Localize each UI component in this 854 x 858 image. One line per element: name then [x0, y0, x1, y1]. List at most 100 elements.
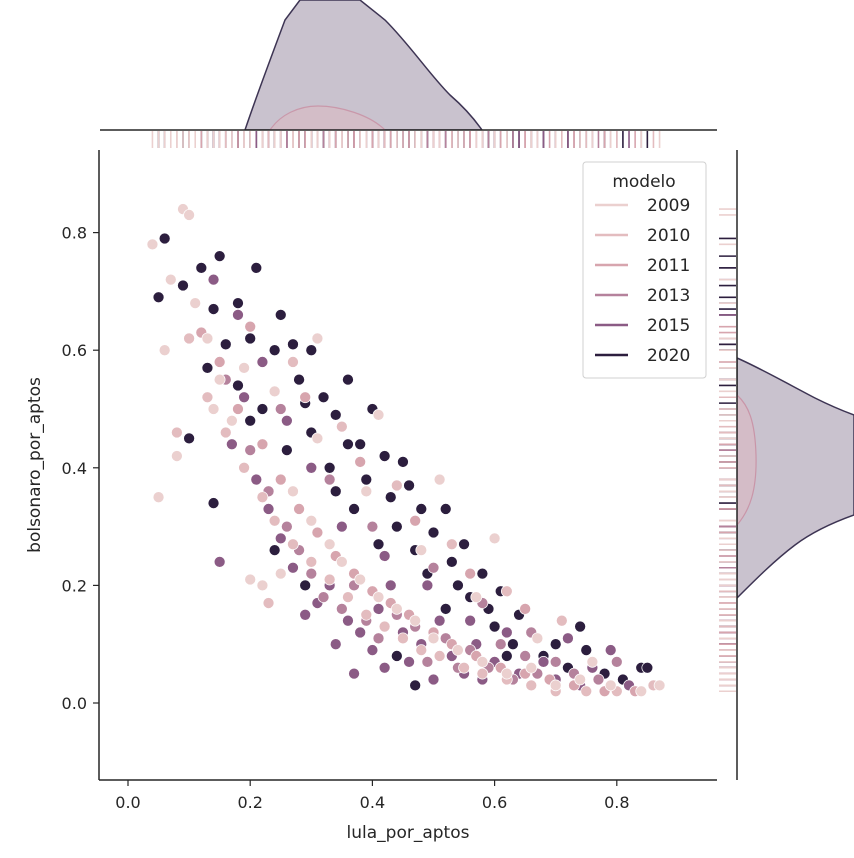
scatter-point-2015 [213, 556, 226, 568]
scatter-point-2009 [635, 685, 648, 698]
scatter-point-2015 [421, 579, 434, 592]
scatter-point-2011 [274, 473, 287, 486]
scatter-point-2009 [183, 209, 195, 221]
scatter-point-2020 [574, 620, 586, 633]
scatter-point-2009 [244, 573, 257, 586]
scatter-point-2010 [525, 679, 538, 692]
scatter-point-2010 [305, 556, 318, 568]
scatter-point-2011 [299, 391, 312, 404]
legend-title: modelo [612, 172, 675, 192]
scatter-point-2010 [287, 538, 299, 551]
scatter-point-2009 [323, 538, 336, 551]
scatter-point-2013 [494, 638, 507, 651]
scatter-point-2013 [281, 520, 293, 533]
scatter-point-2010 [219, 426, 232, 439]
scatter-point-2015 [604, 644, 617, 656]
scatter-point-2013 [244, 444, 257, 457]
scatter-point-2020 [207, 497, 220, 509]
x-ticks: 0.0 0.2 0.4 0.6 0.8 [115, 780, 630, 812]
scatter-point-2010 [268, 514, 281, 527]
scatter-point-2020 [329, 485, 342, 498]
scatter-point-2015 [287, 561, 299, 574]
scatter-points [146, 203, 666, 698]
x-tick-label: 0.6 [482, 793, 507, 812]
scatter-point-2020 [488, 620, 501, 633]
scatter-point-2015 [372, 603, 385, 615]
scatter-point-2015 [281, 414, 293, 427]
scatter-point-2015 [305, 461, 318, 474]
x-axis-label: lula_por_aptos [347, 823, 470, 843]
scatter-point-2015 [378, 661, 391, 674]
scatter-point-2013 [519, 650, 532, 662]
x-tick-label: 0.4 [360, 793, 385, 812]
scatter-point-2009 [305, 514, 318, 527]
scatter-point-2009 [146, 238, 159, 251]
top-kde-inner [269, 105, 386, 130]
scatter-point-2020 [403, 479, 415, 492]
legend-label-2013: 2013 [647, 286, 690, 306]
scatter-point-2020 [439, 603, 452, 615]
y-tick-label: 0.4 [62, 459, 87, 478]
scatter-point-2020 [244, 332, 257, 345]
legend-items: 2009 2010 2011 2013 2015 2020 [595, 196, 690, 366]
scatter-point-2020 [427, 526, 440, 539]
scatter-point-2010 [171, 426, 183, 439]
scatter-point-2015 [336, 520, 348, 533]
scatter-point-2013 [372, 632, 385, 645]
scatter-point-2010 [360, 608, 373, 621]
scatter-point-2015 [464, 614, 477, 627]
scatter-point-2009 [427, 632, 440, 645]
scatter-point-2010 [397, 632, 409, 645]
scatter-point-2020 [299, 579, 312, 592]
scatter-point-2009 [201, 332, 214, 345]
right-kde-inner [737, 394, 757, 526]
scatter-point-2020 [476, 567, 489, 580]
scatter-point-2015 [238, 391, 250, 404]
scatter-point-2015 [348, 667, 360, 680]
scatter-point-2009 [433, 473, 446, 486]
scatter-point-2013 [592, 673, 605, 686]
scatter-point-2009 [256, 579, 269, 592]
scatter-point-2015 [299, 608, 312, 621]
scatter-point-2020 [372, 538, 385, 551]
scatter-point-2020 [390, 650, 403, 662]
scatter-point-2011 [256, 438, 269, 451]
scatter-point-2010 [580, 685, 593, 698]
scatter-point-2009 [189, 297, 202, 310]
scatter-point-2009 [500, 667, 513, 680]
scatter-point-2015 [274, 532, 287, 545]
scatter-point-2010 [433, 650, 446, 662]
scatter-point-2010 [256, 491, 269, 504]
scatter-point-2015 [207, 273, 220, 286]
scatter-point-2015 [384, 579, 397, 592]
scatter-point-2020 [183, 432, 195, 445]
legend-label-2015: 2015 [647, 316, 690, 336]
scatter-point-2015 [500, 626, 513, 639]
scatter-point-2013 [317, 591, 330, 604]
scatter-point-2009 [452, 644, 464, 656]
scatter-point-2020 [281, 444, 293, 457]
scatter-point-2009 [604, 679, 617, 692]
y-tick-label: 0.8 [62, 224, 87, 243]
scatter-point-2020 [158, 232, 171, 245]
top-kde-outer [244, 0, 483, 130]
scatter-point-2010 [390, 479, 403, 492]
scatter-point-2020 [390, 520, 403, 533]
scatter-point-2009 [152, 491, 165, 504]
scatter-point-2020 [500, 650, 513, 662]
scatter-point-2009 [372, 409, 385, 421]
scatter-point-2013 [427, 561, 440, 574]
legend-label-2010: 2010 [647, 226, 690, 246]
scatter-point-2009 [311, 332, 324, 345]
main-axes [98, 150, 717, 781]
right-kde-outer [737, 357, 854, 600]
scatter-point-2010 [287, 356, 299, 368]
scatter-point-2013 [305, 567, 318, 580]
scatter-point-2011 [519, 603, 532, 615]
legend-label-2009: 2009 [647, 196, 690, 216]
scatter-point-2009 [525, 661, 538, 674]
scatter-point-2020 [287, 338, 299, 351]
scatter-point-2009 [574, 673, 586, 686]
scatter-point-2015 [378, 550, 391, 562]
